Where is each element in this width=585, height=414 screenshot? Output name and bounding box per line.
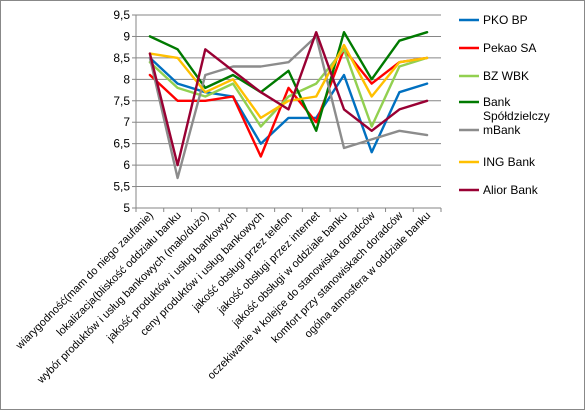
y-tick-label: 5 — [123, 201, 130, 215]
series-layer — [148, 31, 429, 180]
y-tick-label: 7,5 — [113, 94, 130, 108]
y-tick-label: 7 — [123, 115, 130, 129]
legend-label: Pekao SA — [483, 41, 536, 55]
y-tick-label: 8 — [123, 72, 130, 86]
y-tick-label: 5,5 — [113, 180, 130, 194]
y-tick-label: 6,5 — [113, 137, 130, 151]
series-line-ing-bank — [148, 43, 429, 120]
y-tick-label: 9,5 — [113, 8, 130, 22]
y-tick-label: 9 — [123, 29, 130, 43]
series-line-alior-bank — [148, 31, 429, 167]
legend-label: Spółdzielczy — [483, 109, 550, 123]
axis-layer — [132, 14, 442, 212]
series-line-pekao-sa — [148, 48, 429, 158]
x-tick-labels: wiarygodność(mam do niego zaufanie)lokal… — [13, 210, 433, 387]
legend-label: ING Bank — [483, 155, 536, 169]
legend-label: BZ WBK — [483, 69, 529, 83]
legend-label: Alior Bank — [483, 183, 539, 197]
legend-label: Bank — [483, 95, 511, 109]
series-line-bz-wbk — [148, 48, 429, 128]
legend-label: mBank — [483, 123, 521, 137]
legend-label: PKO BP — [483, 13, 528, 27]
y-tick-label: 8,5 — [113, 51, 130, 65]
y-tick-label: 6 — [123, 158, 130, 172]
series-line-bank-sp-dzielczy-m-bank — [148, 31, 429, 133]
legend: PKO BP Pekao SA BZ WBK BankSpółdzielczymBan… — [459, 13, 550, 197]
y-tick-labels: 5 5,5 6 6,5 7 7,5 8 8,5 9 9,5 — [113, 8, 130, 215]
series-line-series-5 — [148, 35, 429, 180]
